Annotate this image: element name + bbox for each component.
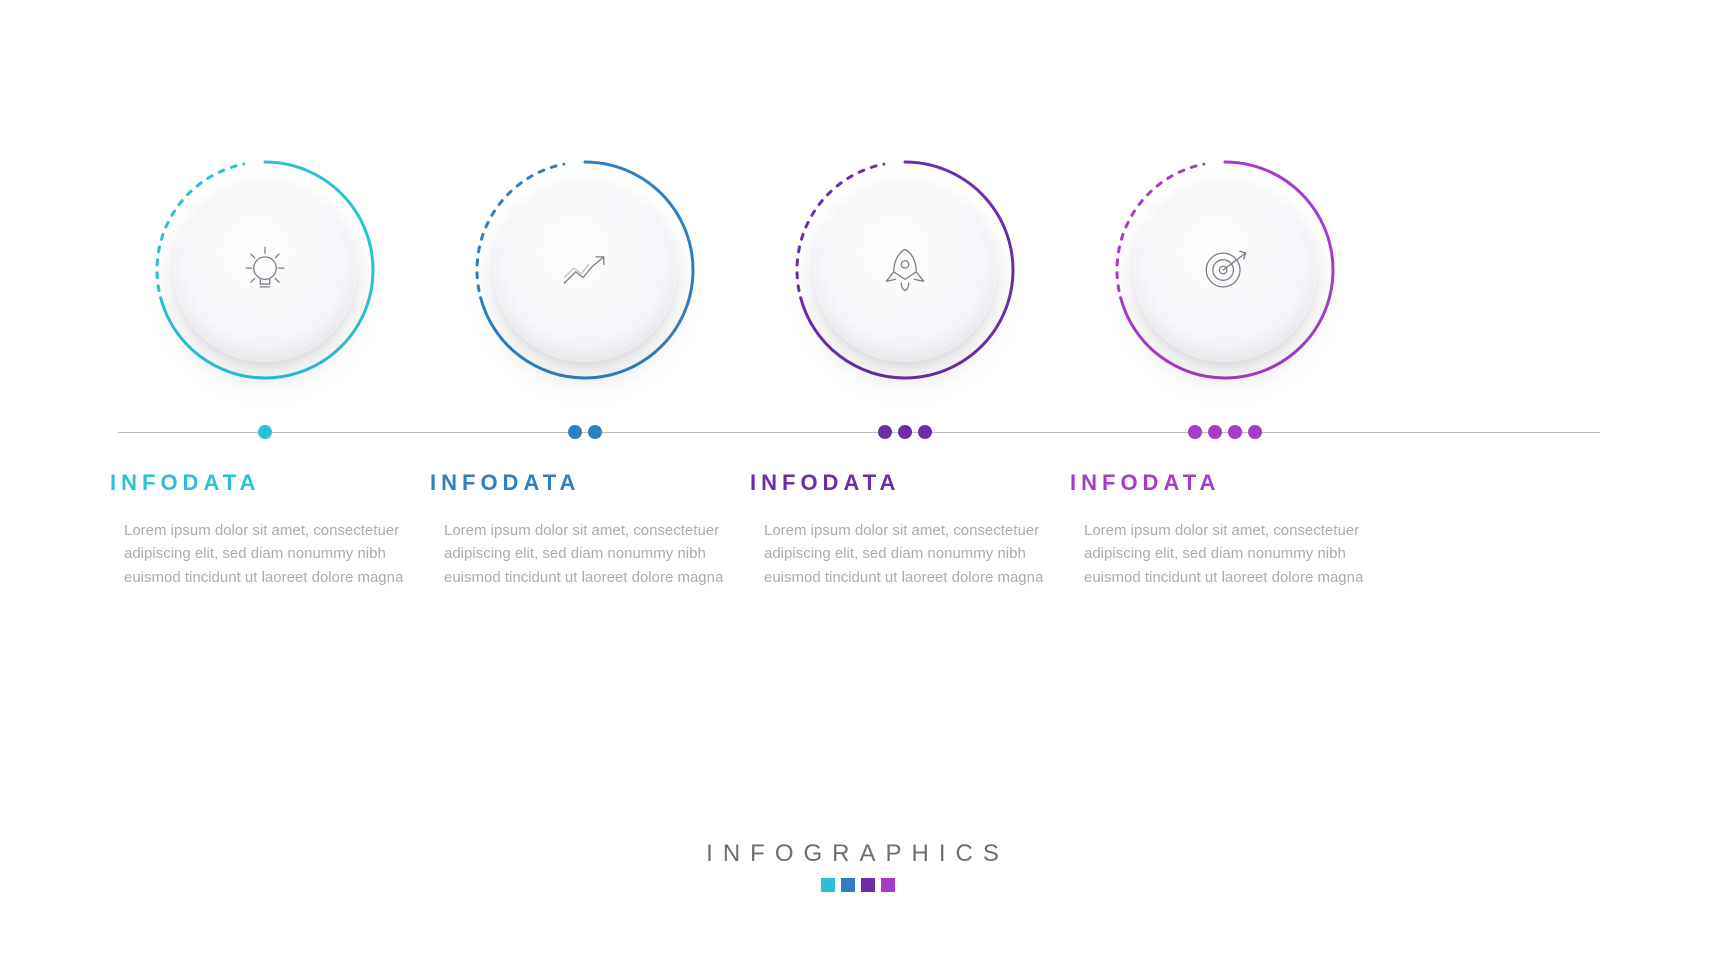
footer-title: INFOGRAPHICS <box>0 840 1715 868</box>
step-title: INFODATA <box>430 470 740 496</box>
swatch <box>841 878 855 892</box>
lightbulb-icon <box>235 240 295 300</box>
rocket-icon <box>875 240 935 300</box>
step-body: Lorem ipsum dolor sit amet, consectetuer… <box>1070 519 1408 589</box>
swatch <box>821 878 835 892</box>
target-icon <box>1195 240 1255 300</box>
step-2 <box>430 160 740 380</box>
infographic-stage: INFOGRAPHICS INFODATA Lorem ipsum dolor s… <box>0 0 1715 980</box>
step-body: Lorem ipsum dolor sit amet, consectetuer… <box>750 519 1088 589</box>
step-dot-marker <box>1115 425 1335 444</box>
footer: INFOGRAPHICS <box>0 840 1715 897</box>
growth-icon <box>555 240 615 300</box>
step-circle <box>155 160 375 380</box>
footer-swatches <box>0 878 1715 897</box>
step-1 <box>110 160 420 380</box>
swatch <box>881 878 895 892</box>
step-title: INFODATA <box>110 470 420 496</box>
step-disc <box>173 178 357 362</box>
step-4 <box>1070 160 1380 380</box>
step-dot-marker <box>155 425 375 444</box>
step-3 <box>750 160 1060 380</box>
step-dot-marker <box>795 425 1015 444</box>
step-body: Lorem ipsum dolor sit amet, consectetuer… <box>110 519 448 589</box>
step-body: Lorem ipsum dolor sit amet, consectetuer… <box>430 519 768 589</box>
step-title: INFODATA <box>750 470 1060 496</box>
swatch <box>861 878 875 892</box>
step-disc <box>493 178 677 362</box>
step-title: INFODATA <box>1070 470 1380 496</box>
step-circle <box>795 160 1015 380</box>
step-dot-marker <box>475 425 695 444</box>
step-disc <box>1133 178 1317 362</box>
step-disc <box>813 178 997 362</box>
step-circle <box>1115 160 1335 380</box>
step-circle <box>475 160 695 380</box>
